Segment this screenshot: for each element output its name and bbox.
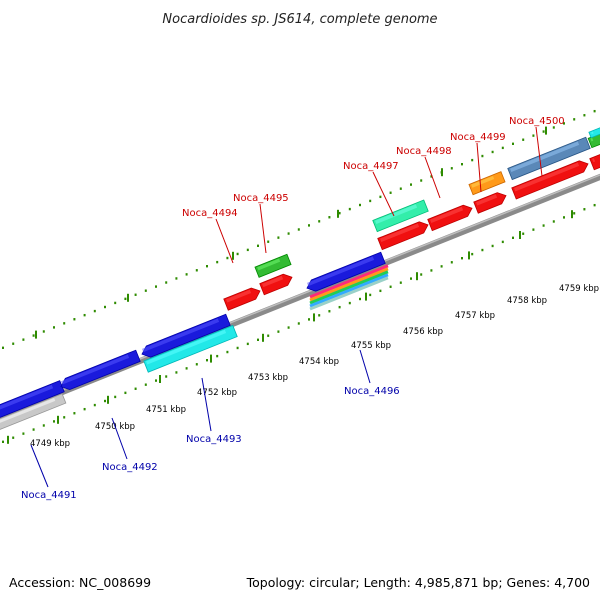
- kbp-label: 4756 kbp: [403, 327, 443, 337]
- gene-label-group[interactable]: Noca_4496: [344, 349, 400, 397]
- feature-noca-4495[interactable]: [259, 272, 294, 296]
- feature-noca-4493-cyan[interactable]: [143, 324, 238, 373]
- feature-noca-4496[interactable]: [305, 251, 386, 294]
- kbp-label: 4751 kbp: [146, 405, 186, 415]
- gene-label[interactable]: Noca_4496: [344, 386, 400, 397]
- leader-line: [259, 203, 267, 254]
- kbp-label: 4754 kbp: [299, 357, 339, 367]
- gene-label[interactable]: Noca_4498: [396, 146, 452, 157]
- leader-line: [111, 417, 128, 460]
- feature-noca-4494[interactable]: [223, 285, 262, 311]
- leader-line: [201, 377, 212, 432]
- gene-label[interactable]: Noca_4494: [182, 208, 238, 219]
- gene-label-group[interactable]: Noca_4499: [450, 132, 506, 193]
- stripe-segment: [309, 276, 389, 311]
- leader-line: [372, 171, 395, 217]
- gene-label-group[interactable]: Noca_4498: [396, 146, 452, 199]
- feature-noca-4491[interactable]: [0, 380, 65, 422]
- feature-noca-4493[interactable]: [140, 313, 231, 360]
- gene-label-group[interactable]: Noca_4493: [186, 377, 242, 445]
- gene-label[interactable]: Noca_4497: [343, 161, 399, 172]
- gene-label-group[interactable]: Noca_4491: [21, 444, 77, 501]
- leader-line: [215, 218, 234, 264]
- kbp-label: 4752 kbp: [197, 388, 237, 398]
- stripe-segment: [309, 273, 389, 308]
- leader-line: [535, 126, 543, 177]
- gene-label[interactable]: Noca_4499: [450, 132, 506, 143]
- feature-noca-4496-stripes[interactable]: [309, 264, 389, 311]
- stripe-segment: [309, 267, 389, 302]
- gene-labels: Noca_4494 Noca_4495 Noca_4497 Noca_4498 Noca…: [21, 116, 565, 501]
- gene-label[interactable]: Noca_4492: [102, 462, 158, 473]
- kbp-label: 4757 kbp: [455, 311, 495, 321]
- gene-label[interactable]: Noca_4493: [186, 434, 242, 445]
- feature-noca-4499-orange[interactable]: [468, 171, 506, 196]
- gene-label[interactable]: Noca_4495: [233, 193, 289, 204]
- feature-edge-red[interactable]: [589, 153, 600, 171]
- kbp-label: 4758 kbp: [507, 296, 547, 306]
- accession-text: Accession: NC_008699: [9, 575, 151, 590]
- feature-noca-4491-gray[interactable]: [0, 393, 67, 434]
- feature-noca-4500-steel[interactable]: [507, 136, 591, 181]
- leader-line: [424, 156, 441, 199]
- upper-tick-track: [2, 109, 596, 349]
- feature-noca-4492[interactable]: [59, 349, 141, 392]
- feature-noca-4499[interactable]: [473, 190, 508, 214]
- gene-label-group[interactable]: Noca_4500: [509, 116, 565, 177]
- leader-line: [30, 444, 49, 488]
- gene-label-group[interactable]: Noca_4492: [102, 417, 158, 473]
- feature-tracks: [0, 126, 600, 434]
- leader-line: [476, 142, 482, 193]
- map-title: Nocardioides sp. JS614, complete genome: [162, 12, 437, 27]
- feature-noca-4498[interactable]: [427, 203, 474, 232]
- kbp-label: 4753 kbp: [248, 373, 288, 383]
- kbp-label: 4755 kbp: [351, 341, 391, 351]
- feature-noca-4495-green[interactable]: [254, 253, 292, 278]
- topology-text: Topology: circular; Length: 4,985,871 bp…: [246, 575, 590, 590]
- gene-label-group[interactable]: Noca_4495: [233, 193, 289, 254]
- kbp-label: 4749 kbp: [30, 439, 70, 449]
- gene-label-group[interactable]: Noca_4497: [343, 161, 399, 217]
- stripe-segment: [309, 264, 389, 299]
- feature-noca-4497-teal[interactable]: [372, 199, 429, 233]
- gene-label[interactable]: Noca_4491: [21, 490, 77, 501]
- feature-noca-4500[interactable]: [511, 158, 590, 200]
- stripe-segment: [309, 270, 389, 305]
- feature-noca-4497[interactable]: [377, 219, 430, 251]
- gene-label-group[interactable]: Noca_4494: [182, 208, 238, 264]
- kbp-label: 4759 kbp: [559, 284, 599, 294]
- leader-line: [359, 349, 371, 384]
- gene-label[interactable]: Noca_4500: [509, 116, 565, 127]
